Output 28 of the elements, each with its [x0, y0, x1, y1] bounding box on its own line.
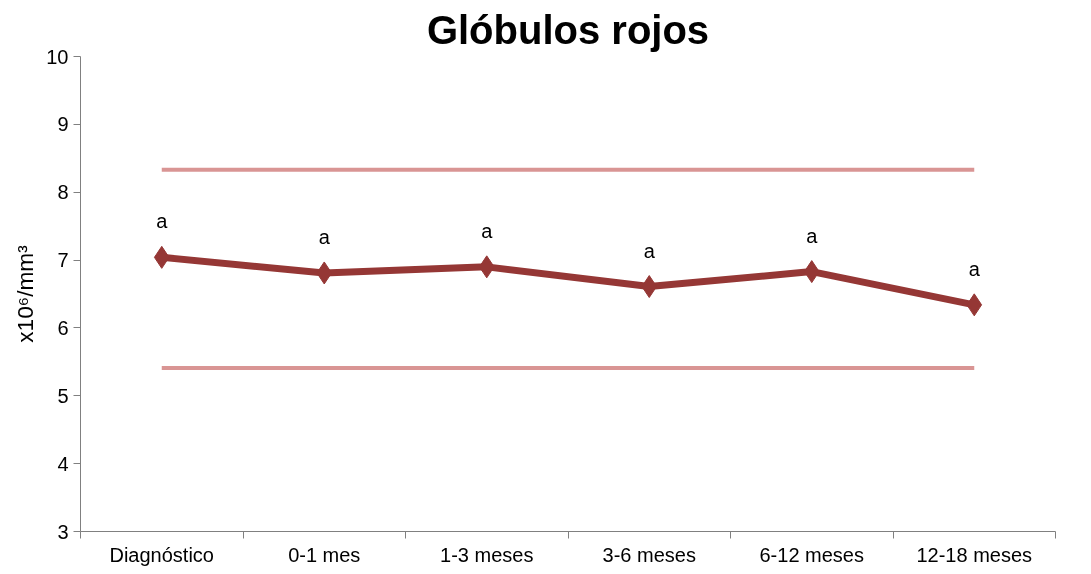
annotation: a — [806, 224, 819, 247]
annotation: a — [968, 257, 981, 280]
y-tick-label: 7 — [57, 249, 69, 272]
x-tick-label: 12-18 meses — [916, 543, 1033, 566]
y-tick-label: 10 — [46, 45, 69, 68]
point — [641, 275, 658, 299]
annotation: a — [481, 219, 494, 242]
annotation: a — [156, 210, 169, 233]
y-tick-label: 3 — [57, 520, 69, 543]
y-axis-title: x10⁶/mm³ — [12, 244, 39, 343]
point — [478, 255, 495, 279]
x-tick-label: 0-1 mes — [288, 543, 361, 566]
point — [803, 260, 820, 284]
x-tick-label: Diagnóstico — [109, 543, 215, 566]
y-tick-label: 5 — [57, 384, 69, 407]
x-tick-label: 3-6 meses — [602, 543, 696, 566]
point — [153, 245, 170, 269]
y-tick-label: 4 — [57, 452, 69, 475]
chart-title: Glóbulos rojos — [426, 7, 710, 52]
x-tick-label: 1-3 meses — [440, 543, 534, 566]
y-tick-label: 9 — [57, 113, 69, 136]
point — [316, 261, 333, 285]
y-tick-label: 6 — [57, 316, 69, 339]
annotation: a — [643, 239, 656, 262]
y-tick-label: 8 — [57, 181, 69, 204]
point — [966, 293, 983, 317]
x-tick-label: 6-12 meses — [759, 543, 864, 566]
annotation: a — [318, 225, 331, 248]
